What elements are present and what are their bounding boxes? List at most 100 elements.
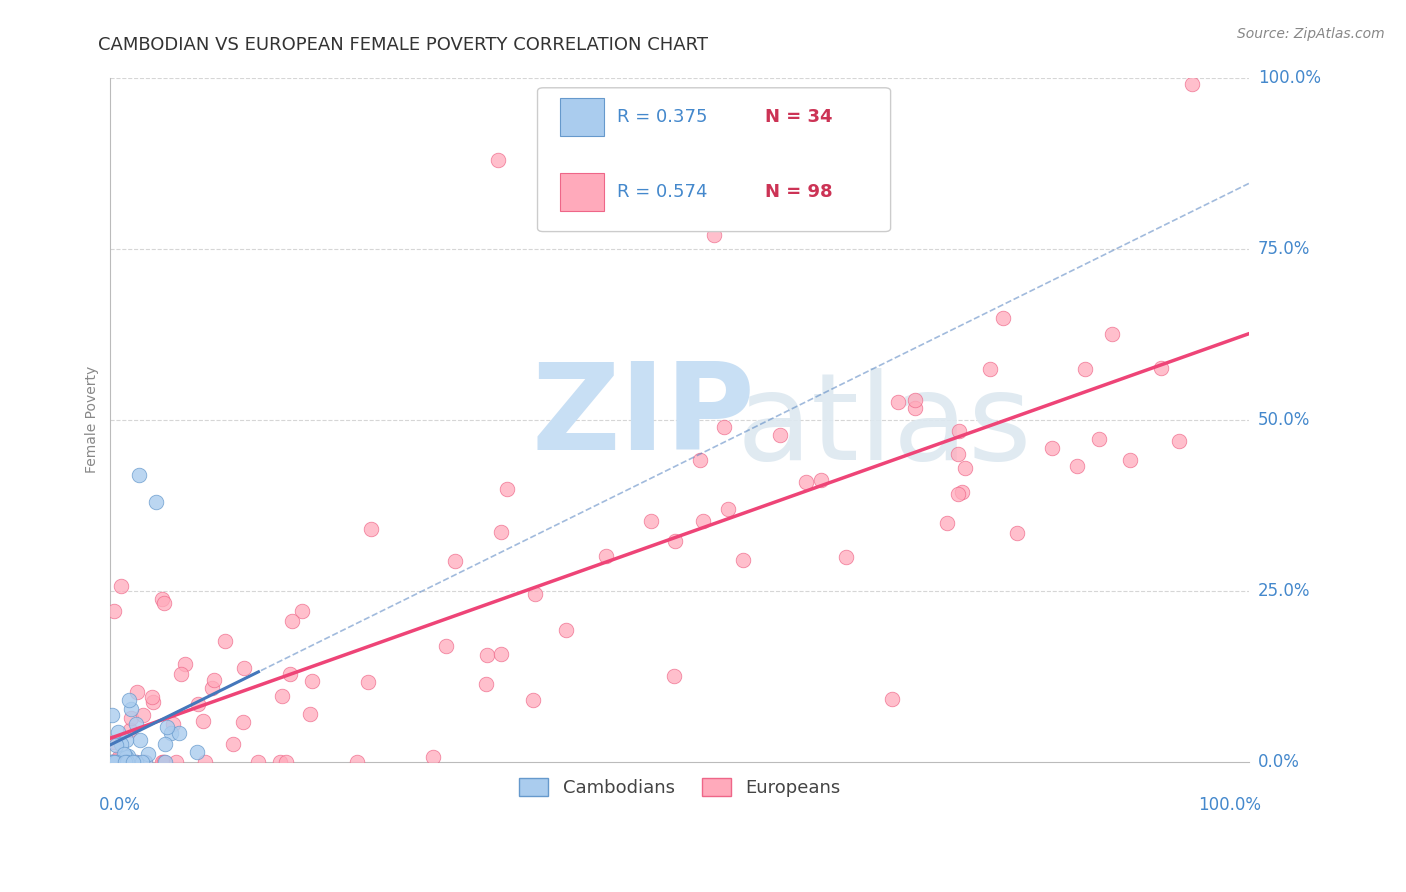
- Point: [118, 756, 141, 770]
- Point: [101, 756, 124, 770]
- Point: [523, 587, 546, 601]
- Text: 25.0%: 25.0%: [1258, 582, 1310, 600]
- Point: [128, 733, 150, 747]
- Point: [281, 614, 304, 628]
- Point: [298, 706, 321, 721]
- Point: [731, 552, 754, 566]
- Point: [108, 750, 131, 764]
- Point: [301, 673, 323, 688]
- Point: [270, 690, 292, 704]
- Point: [101, 708, 124, 723]
- Point: [103, 756, 125, 770]
- Point: [152, 756, 174, 770]
- Point: [953, 460, 976, 475]
- Point: [153, 737, 176, 751]
- Point: [717, 502, 740, 516]
- Point: [107, 724, 129, 739]
- Point: [145, 495, 167, 509]
- Point: [1181, 78, 1204, 92]
- Point: [1101, 326, 1123, 341]
- Point: [1040, 442, 1063, 456]
- Point: [278, 667, 301, 681]
- Point: [950, 484, 973, 499]
- Point: [107, 756, 129, 770]
- Point: [887, 394, 910, 409]
- Point: [360, 522, 382, 536]
- Point: [202, 673, 225, 688]
- Text: 100.0%: 100.0%: [1198, 797, 1261, 814]
- Text: CAMBODIAN VS EUROPEAN FEMALE POVERTY CORRELATION CHART: CAMBODIAN VS EUROPEAN FEMALE POVERTY COR…: [98, 36, 709, 54]
- Point: [186, 746, 208, 760]
- Point: [1119, 453, 1142, 467]
- Point: [152, 592, 174, 607]
- Point: [124, 717, 146, 731]
- Text: R = 0.375: R = 0.375: [617, 108, 707, 126]
- Point: [946, 487, 969, 501]
- Point: [692, 514, 714, 528]
- Point: [489, 647, 512, 661]
- Text: atlas: atlas: [737, 368, 1032, 485]
- Point: [232, 661, 254, 675]
- Point: [904, 393, 927, 408]
- Point: [221, 737, 243, 751]
- Point: [152, 756, 174, 770]
- Point: [232, 715, 254, 730]
- Point: [112, 756, 135, 770]
- Point: [110, 738, 132, 752]
- Point: [108, 750, 131, 764]
- Point: [993, 310, 1015, 325]
- Point: [486, 153, 509, 167]
- Point: [346, 756, 368, 770]
- Point: [128, 467, 150, 482]
- Point: [101, 756, 124, 770]
- Point: [1073, 362, 1095, 376]
- Point: [105, 756, 128, 770]
- Y-axis label: Female Poverty: Female Poverty: [86, 367, 100, 474]
- Point: [193, 756, 215, 770]
- Point: [1168, 434, 1191, 449]
- Point: [1066, 458, 1088, 473]
- Point: [269, 756, 291, 770]
- Point: [214, 633, 236, 648]
- Point: [114, 756, 136, 770]
- Point: [160, 725, 183, 739]
- Point: [125, 756, 148, 770]
- Point: [276, 756, 298, 770]
- Point: [489, 525, 512, 540]
- Text: N = 98: N = 98: [765, 183, 832, 202]
- Point: [554, 624, 576, 638]
- Point: [150, 756, 173, 770]
- Point: [191, 714, 214, 728]
- Point: [120, 711, 142, 725]
- Point: [127, 685, 149, 699]
- Point: [104, 738, 127, 752]
- Point: [162, 717, 184, 731]
- Point: [444, 554, 467, 568]
- Point: [141, 690, 163, 705]
- Point: [122, 756, 145, 770]
- Point: [595, 549, 617, 564]
- Point: [247, 755, 270, 769]
- Point: [946, 447, 969, 461]
- Point: [117, 756, 139, 770]
- Point: [434, 639, 457, 653]
- Point: [100, 756, 122, 770]
- Point: [142, 695, 165, 709]
- Text: 0.0%: 0.0%: [98, 797, 141, 814]
- Point: [689, 452, 711, 467]
- Point: [131, 756, 153, 770]
- Point: [201, 681, 224, 695]
- Point: [110, 579, 132, 593]
- FancyBboxPatch shape: [561, 98, 603, 136]
- FancyBboxPatch shape: [537, 87, 890, 232]
- Point: [1150, 360, 1173, 375]
- Point: [291, 604, 314, 618]
- Point: [100, 756, 122, 770]
- Point: [125, 756, 148, 770]
- Text: R = 0.574: R = 0.574: [617, 183, 707, 202]
- Point: [979, 361, 1001, 376]
- Text: 50.0%: 50.0%: [1258, 411, 1310, 429]
- Point: [422, 749, 444, 764]
- Point: [120, 723, 142, 737]
- Point: [169, 667, 191, 681]
